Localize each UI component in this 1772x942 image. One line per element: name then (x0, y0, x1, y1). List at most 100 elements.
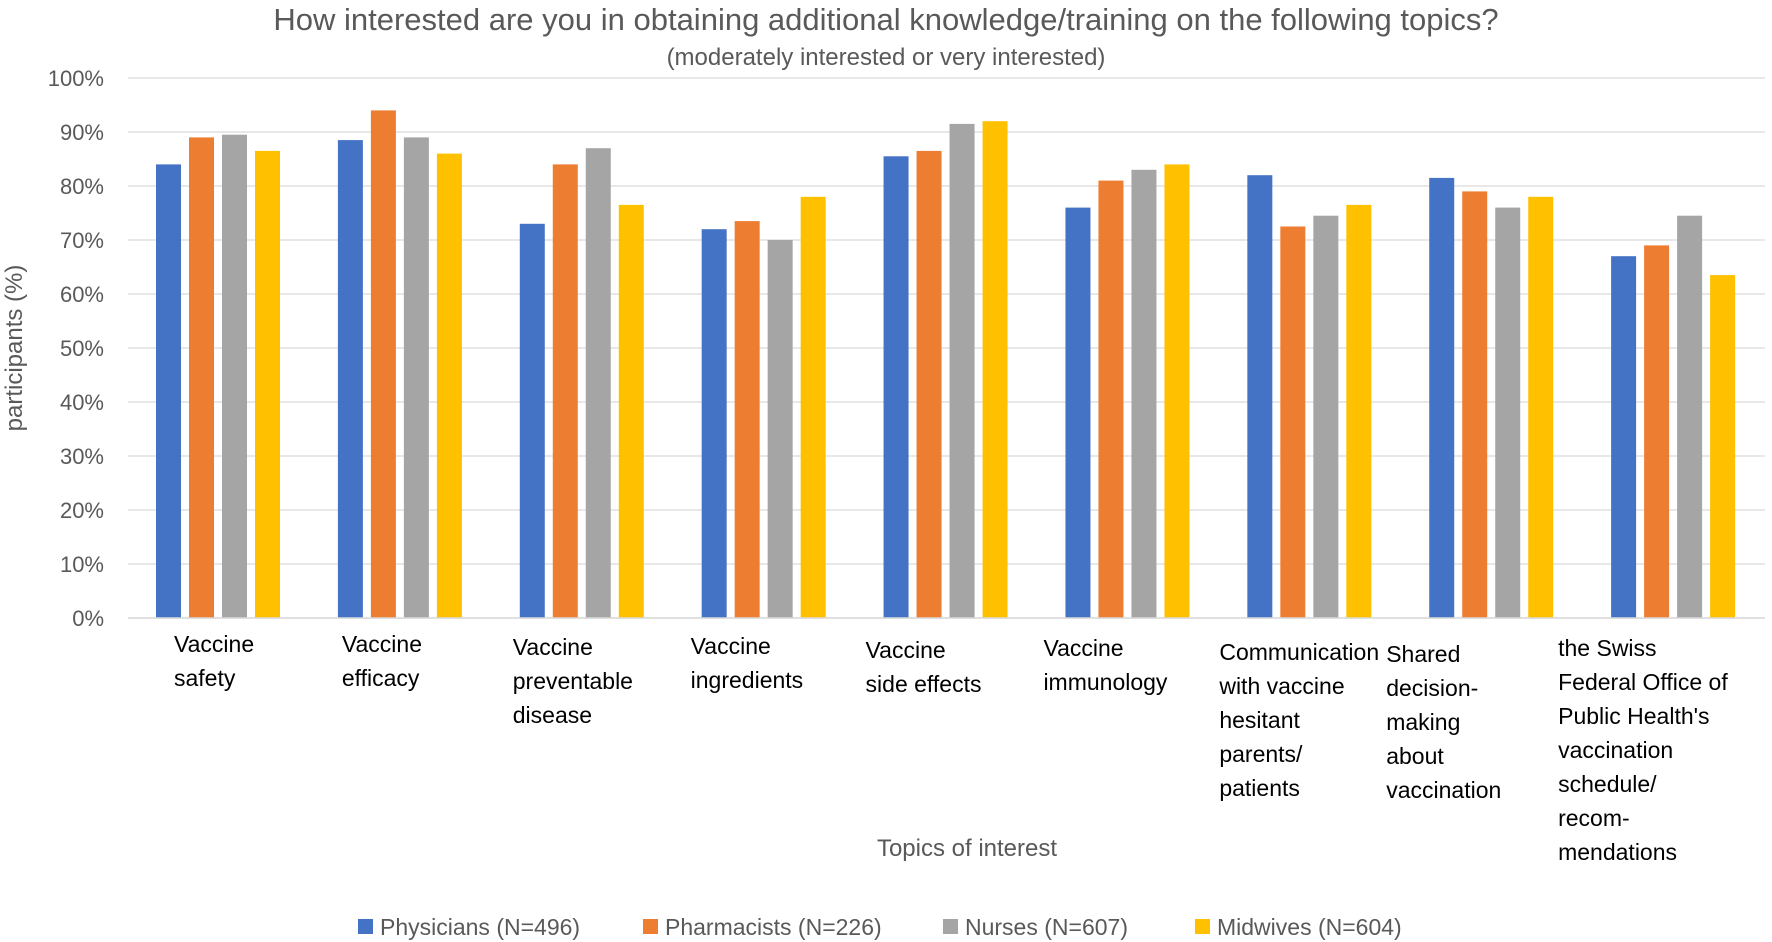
x-category-label-line: Federal Office of (1558, 669, 1728, 695)
bar (1644, 245, 1670, 618)
x-category-label-line: Communication (1219, 639, 1379, 665)
bar (337, 140, 363, 618)
bar (1528, 196, 1554, 619)
bar (585, 148, 611, 618)
chart-subtitle: (moderately interested or very intereste… (666, 44, 1106, 71)
x-category-label-line: Vaccine (513, 634, 593, 660)
bar (1346, 204, 1372, 618)
bar (189, 137, 214, 618)
bar (701, 229, 727, 618)
x-category-label-line: about (1386, 743, 1444, 769)
x-category-label-line: the Swiss (1558, 635, 1656, 661)
y-tick-label: 100% (48, 66, 104, 91)
x-category-label: Vaccine preventable disease (513, 634, 633, 728)
bar (1098, 180, 1124, 618)
bar (1247, 175, 1273, 618)
y-axis-title: participants (%) (1, 265, 28, 432)
bar (436, 153, 462, 618)
x-category-label-line: patients (1219, 775, 1300, 801)
x-category-label-line: vaccination (1558, 737, 1673, 763)
bar (1677, 215, 1703, 618)
bar (1313, 215, 1339, 618)
bar (552, 164, 578, 618)
bar (1164, 164, 1190, 618)
bar (1131, 169, 1157, 619)
x-category-label: Shared decision-making about vaccination (1386, 641, 1501, 803)
y-tick-label: 70% (60, 228, 104, 253)
bar (1429, 177, 1455, 618)
y-tick-label: 20% (60, 498, 104, 523)
x-category-label: Communication with vaccine hesitant parents… (1218, 639, 1379, 801)
bar (949, 123, 975, 619)
bar (370, 110, 396, 619)
bar (1462, 191, 1488, 618)
x-category-label-line: vaccination (1386, 777, 1501, 803)
bar (982, 121, 1008, 618)
x-category-label-line: mendations (1558, 839, 1677, 865)
x-category-label-line: recom- (1558, 805, 1630, 831)
x-category-label-line: Shared (1386, 641, 1460, 667)
y-tick-label: 80% (60, 174, 104, 199)
x-category-label-line: efficacy (342, 665, 420, 691)
bar (734, 221, 760, 618)
legend-swatch (643, 919, 658, 934)
bar (883, 156, 909, 619)
bar (800, 196, 826, 619)
bar (222, 134, 247, 618)
bar (916, 150, 942, 618)
bar (1495, 207, 1521, 618)
y-tick-label: 40% (60, 390, 104, 415)
legend-label: Pharmacists (N=226) (665, 914, 882, 940)
bar (519, 223, 545, 619)
bar (767, 240, 793, 618)
x-category-label-line: safety (174, 665, 236, 691)
y-tick-label: 10% (60, 552, 104, 577)
x-category-label: the Swiss Federal Office of Public Health'… (1558, 635, 1728, 865)
bar (1710, 275, 1736, 618)
x-category-label-line: schedule/ (1558, 771, 1657, 797)
x-category-label: Vaccine immunology (1043, 635, 1167, 695)
x-category-label-line: making (1386, 709, 1460, 735)
legend-swatch (1195, 919, 1210, 934)
bar (403, 137, 429, 618)
x-category-label: Vaccine safety (174, 631, 254, 691)
y-tick-label: 60% (60, 282, 104, 307)
bar (156, 164, 181, 618)
y-tick-label: 50% (60, 336, 104, 361)
x-category-label-line: Vaccine (342, 631, 422, 657)
x-category-label-line: Vaccine (691, 633, 771, 659)
bar (618, 204, 644, 618)
bar (255, 150, 280, 618)
y-tick-label: 30% (60, 444, 104, 469)
x-category-label-line: ingredients (691, 667, 804, 693)
x-category-label-line: Vaccine (866, 637, 946, 663)
legend-swatch (358, 919, 373, 934)
legend-swatch (943, 919, 958, 934)
x-category-label-line: disease (513, 702, 592, 728)
x-category-label: Vaccine side effects (866, 637, 982, 697)
x-category-label-line: hesitant (1219, 707, 1300, 733)
x-category-label-line: Vaccine (174, 631, 254, 657)
x-category-label: Vaccine efficacy (342, 631, 422, 691)
x-category-label-line: decision- (1386, 675, 1478, 701)
bar (1611, 256, 1637, 618)
bar (1065, 207, 1091, 618)
x-category-label-line: Public Health's (1558, 703, 1709, 729)
legend-label: Physicians (N=496) (380, 914, 580, 940)
x-axis-title: Topics of interest (877, 835, 1057, 862)
x-category-label-line: parents/ (1219, 741, 1303, 767)
x-category-label-line: immunology (1043, 669, 1167, 695)
chart-title: How interested are you in obtaining addi… (273, 2, 1499, 37)
x-category-label-line: side effects (866, 671, 982, 697)
x-category-label-line: Vaccine (1043, 635, 1123, 661)
legend-label: Nurses (N=607) (965, 914, 1128, 940)
x-category-label: Vaccine ingredients (691, 633, 804, 693)
x-category-label-line: preventable (513, 668, 633, 694)
y-tick-label: 90% (60, 120, 104, 145)
bar (1280, 226, 1306, 618)
x-category-label-line: with vaccine (1218, 673, 1344, 699)
legend-label: Midwives (N=604) (1217, 914, 1402, 940)
y-tick-label: 0% (72, 606, 104, 631)
